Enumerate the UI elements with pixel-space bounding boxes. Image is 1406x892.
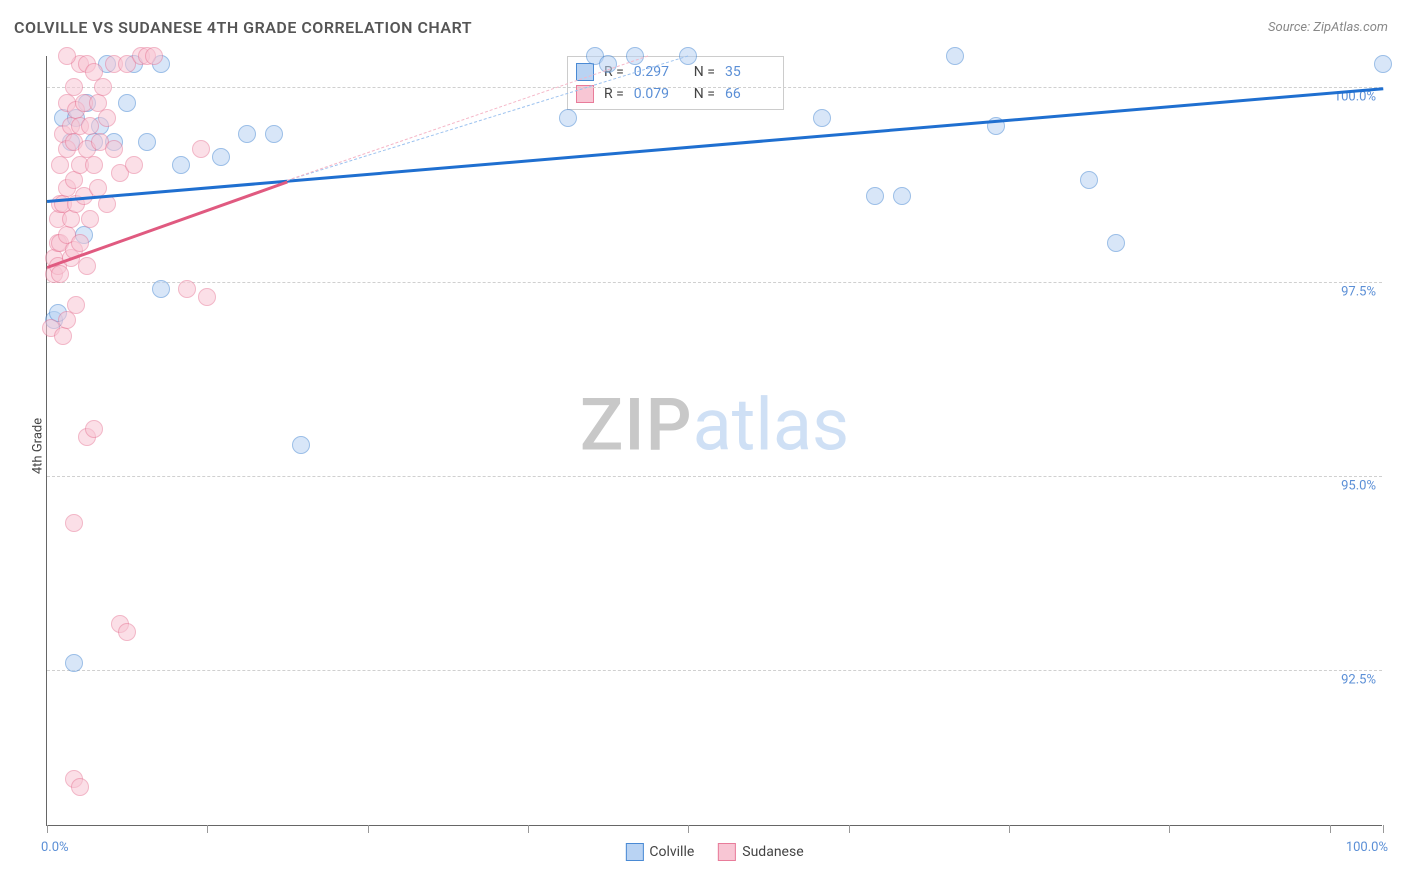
data-point	[559, 109, 577, 127]
data-point	[118, 623, 136, 641]
n-value: 66	[725, 86, 775, 102]
data-point	[51, 156, 69, 174]
gridline-h	[47, 282, 1382, 283]
data-point	[125, 156, 143, 174]
data-point	[71, 778, 89, 796]
n-value: 35	[725, 64, 775, 80]
data-point	[65, 654, 83, 672]
data-point	[58, 47, 76, 65]
data-point	[946, 47, 964, 65]
n-label: N =	[694, 86, 715, 102]
x-axis-max-label: 100.0%	[1346, 840, 1388, 855]
data-point	[1080, 171, 1098, 189]
chart-title: COLVILLE VS SUDANESE 4TH GRADE CORRELATI…	[14, 18, 472, 37]
y-tick-label: 97.5%	[1341, 284, 1376, 299]
data-point	[292, 436, 310, 454]
x-tick	[47, 825, 48, 833]
data-point	[78, 257, 96, 275]
x-tick	[849, 825, 850, 833]
r-label: R =	[604, 86, 624, 102]
y-axis-label: 4th Grade	[31, 418, 46, 474]
data-point	[172, 156, 190, 174]
gridline-h	[47, 87, 1382, 88]
series-legend: Colville Sudanese	[625, 843, 803, 861]
legend-swatch	[718, 843, 736, 861]
r-value: 0.079	[634, 86, 684, 102]
legend-label: Colville	[649, 844, 694, 860]
data-point	[138, 133, 156, 151]
watermark: ZIPatlas	[580, 383, 849, 468]
y-tick-label: 95.0%	[1341, 479, 1376, 494]
x-tick	[1383, 825, 1384, 833]
legend-swatch	[625, 843, 643, 861]
data-point	[866, 187, 884, 205]
data-point	[178, 280, 196, 298]
y-tick-label: 92.5%	[1341, 673, 1376, 688]
data-point	[145, 47, 163, 65]
data-point	[54, 327, 72, 345]
data-point	[238, 125, 256, 143]
data-point	[265, 125, 283, 143]
watermark-atlas: atlas	[693, 383, 850, 468]
data-point	[85, 420, 103, 438]
x-tick	[1330, 825, 1331, 833]
watermark-zip: ZIP	[580, 383, 693, 468]
data-point	[893, 187, 911, 205]
legend-item: Colville	[625, 843, 694, 861]
gridline-h	[47, 670, 1382, 671]
data-point	[212, 148, 230, 166]
source-label: Source: ZipAtlas.com	[1268, 20, 1388, 35]
data-point	[118, 94, 136, 112]
data-point	[192, 140, 210, 158]
x-tick	[1009, 825, 1010, 833]
data-point	[1374, 55, 1392, 73]
x-tick	[207, 825, 208, 833]
data-point	[198, 288, 216, 306]
n-label: N =	[694, 64, 715, 80]
data-point	[105, 140, 123, 158]
gridline-h	[47, 476, 1382, 477]
x-tick	[688, 825, 689, 833]
data-point	[98, 109, 116, 127]
r-value: 0.297	[634, 64, 684, 80]
data-point	[62, 210, 80, 228]
correlation-chart: COLVILLE VS SUDANESE 4TH GRADE CORRELATI…	[0, 0, 1406, 892]
legend-label: Sudanese	[742, 844, 803, 860]
x-axis-min-label: 0.0%	[41, 840, 69, 855]
data-point	[51, 265, 69, 283]
x-tick	[1169, 825, 1170, 833]
data-point	[152, 280, 170, 298]
data-point	[85, 156, 103, 174]
data-point	[67, 296, 85, 314]
x-tick	[528, 825, 529, 833]
data-point	[65, 514, 83, 532]
data-point	[679, 47, 697, 65]
data-point	[813, 109, 831, 127]
data-point	[58, 311, 76, 329]
data-point	[94, 78, 112, 96]
legend-item: Sudanese	[718, 843, 803, 861]
data-point	[1107, 234, 1125, 252]
x-tick	[368, 825, 369, 833]
data-point	[71, 234, 89, 252]
data-point	[81, 210, 99, 228]
plot-area: ZIPatlas R =0.297N =35R =0.079N =66 Colv…	[46, 56, 1382, 826]
